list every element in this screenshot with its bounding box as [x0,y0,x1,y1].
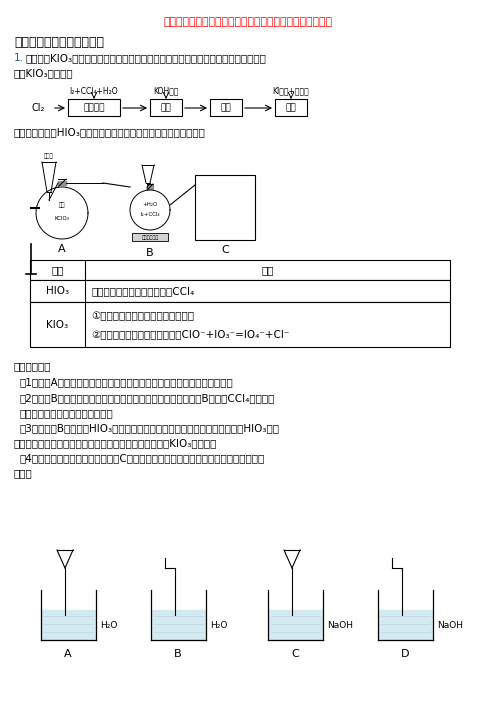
Text: Cl₂: Cl₂ [31,103,45,113]
Text: ②碱性条件下易发生氧化反应：ClO⁻+IO₃⁻=IO₄⁻+Cl⁻: ②碱性条件下易发生氧化反应：ClO⁻+IO₃⁻=IO₄⁻+Cl⁻ [91,329,289,339]
Bar [275,99,307,116]
Text: KI溶液+稀盐酸: KI溶液+稀盐酸 [273,86,310,95]
Bar [30,280,450,302]
Text: NaOH: NaOH [327,621,353,630]
Text: KOH溶液: KOH溶液 [153,86,179,95]
Text: KIO₃: KIO₃ [47,319,68,329]
Text: B: B [146,248,154,258]
Text: ＿＿＿＿＿＿从而加快反应速率。: ＿＿＿＿＿＿从而加快反应速率。 [20,408,114,418]
Text: I₂+CCl₄+H₂O: I₂+CCl₄+H₂O [69,86,119,95]
Text: H₂O: H₂O [100,621,118,630]
Text: 一、高中化学氧化还原反应: 一、高中化学氧化还原反应 [14,36,104,48]
Bar [30,260,450,280]
Text: （4）为充分吸收尾气，保护环境，C处应选用最适合的实验装置是＿＿＿＿＿＿（填序: （4）为充分吸收尾气，保护环境，C处应选用最适合的实验装置是＿＿＿＿＿＿（填序 [20,453,265,463]
Text: 回答下列问题: 回答下列问题 [14,361,52,371]
Bar [30,302,450,347]
Text: 其中制取碘酸（HIO₃）的实验装置见图，有关物质的性质列于表中: 其中制取碘酸（HIO₃）的实验装置见图，有关物质的性质列于表中 [14,127,206,137]
Text: ①白色固体，能溶于水，难溶于乙醇: ①白色固体，能溶于水，难溶于乙醇 [91,311,194,321]
Text: 煮沸至接近无色，其目的是＿＿＿＿＿＿＿＿，避免降低KIO₃的产率。: 煮沸至接近无色，其目的是＿＿＿＿＿＿＿＿，避免降低KIO₃的产率。 [14,438,217,448]
Text: 中和: 中和 [161,103,172,112]
Text: 检测: 检测 [286,103,297,112]
Text: （2）装置B中反应的化学方程式为＿＿＿＿＿＿＿＿＿＿＿＿，B中所加CCl₄的作用是: （2）装置B中反应的化学方程式为＿＿＿＿＿＿＿＿＿＿＿＿，B中所加CCl₄的作用… [20,393,275,403]
Text: C: C [221,245,229,255]
Bar [210,99,242,116]
Text: 号）。: 号）。 [14,468,33,478]
Text: 1.: 1. [14,53,24,63]
Text: H₂O: H₂O [210,621,227,630]
Bar [150,99,182,116]
Text: +H₂O: +H₂O [142,202,158,208]
Text: 固体: 固体 [59,202,65,208]
Text: HIO₃: HIO₃ [46,286,69,296]
Text: KClO₃: KClO₃ [55,216,69,220]
Text: 全国高考化学氧化还原反应的综合高考真题汇总及详细答案: 全国高考化学氧化还原反应的综合高考真题汇总及详细答案 [164,17,332,27]
Text: 加热蒸发浓缩: 加热蒸发浓缩 [141,234,159,239]
Text: 物质: 物质 [51,265,64,275]
Text: （1）装置A中参加反应的盐酸所表现的化学性质为＿＿＿＿＿＿＿＿＿＿。: （1）装置A中参加反应的盐酸所表现的化学性质为＿＿＿＿＿＿＿＿＿＿。 [20,377,234,387]
Text: 浓盐酸: 浓盐酸 [44,153,54,159]
Text: 分离: 分离 [221,103,231,112]
Text: A: A [58,244,66,254]
Bar [195,175,255,240]
Text: B: B [174,649,182,659]
Text: 白色固体，能溶于水，难溶于CCl₄: 白色固体，能溶于水，难溶于CCl₄ [91,286,194,296]
Text: A: A [64,649,72,659]
Text: 性质: 性质 [261,265,274,275]
Text: 碘酸钾（KIO₃）是重要的微量元素碘添加剂。实验室设计下列实验流程制取并测定产: 碘酸钾（KIO₃）是重要的微量元素碘添加剂。实验室设计下列实验流程制取并测定产 [26,53,267,63]
Bar [132,233,168,241]
Text: D: D [401,649,409,659]
Text: NaOH: NaOH [437,621,463,630]
Text: 制取碘酸: 制取碘酸 [83,103,105,112]
Bar [68,99,120,116]
Text: 品中KIO₃的纯度：: 品中KIO₃的纯度： [14,68,73,78]
Text: I₂+CCl₄: I₂+CCl₄ [140,211,160,216]
Text: C: C [291,649,299,659]
Text: （3）分离出B中制得的HIO₃水溶液的操作为＿＿＿＿＿＿＿；中和之前，将HIO₃溶液: （3）分离出B中制得的HIO₃水溶液的操作为＿＿＿＿＿＿＿；中和之前，将HIO₃… [20,423,280,433]
